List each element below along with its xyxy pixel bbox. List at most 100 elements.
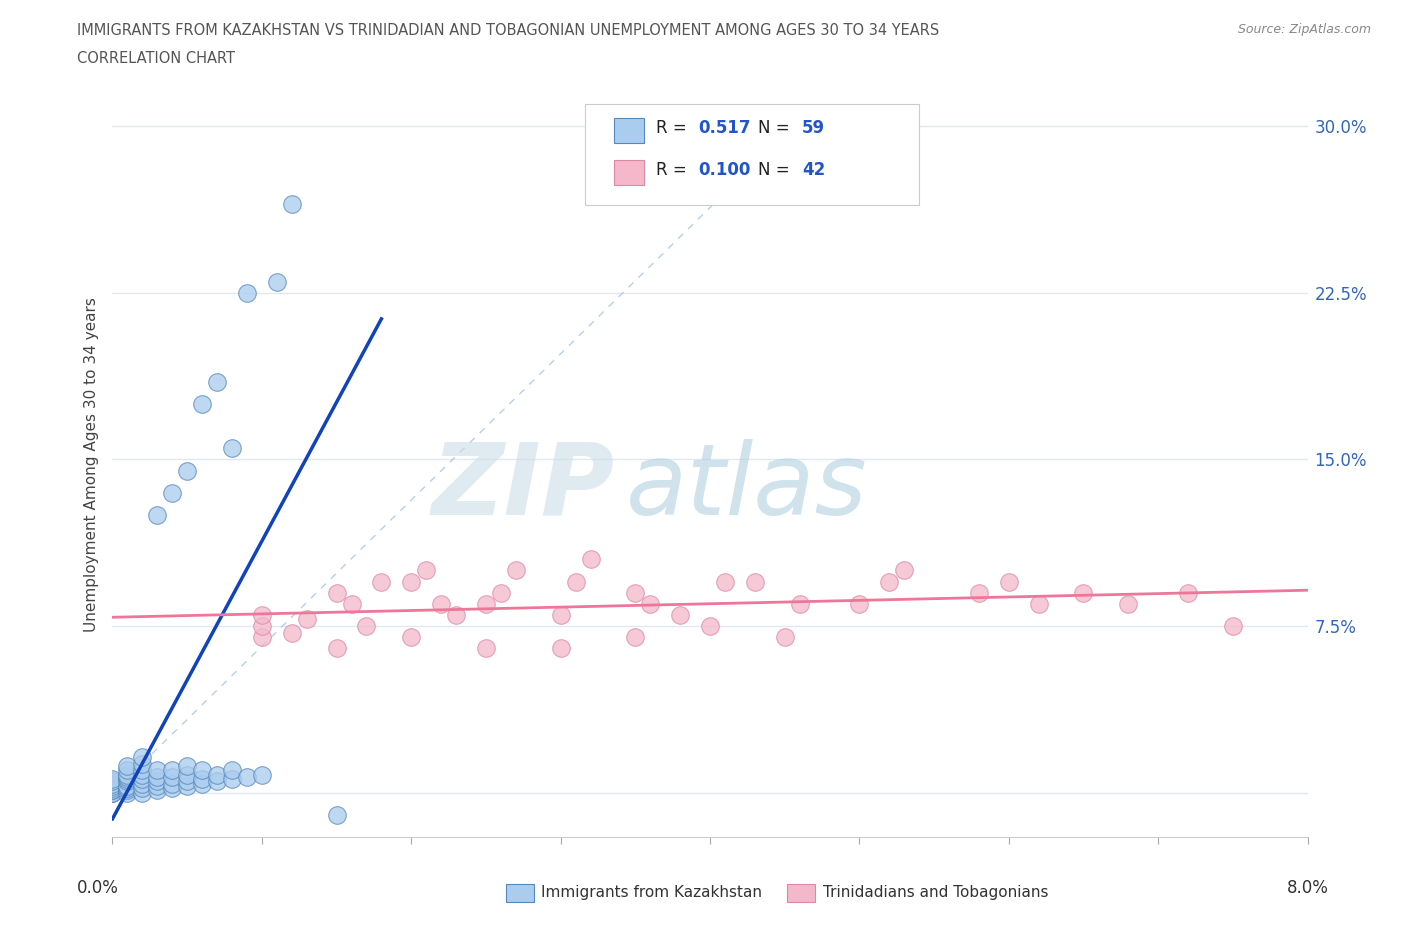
Text: ZIP: ZIP — [432, 439, 614, 536]
Point — [1222, 618, 1244, 633]
Point — [101, 777, 124, 791]
Point — [295, 612, 318, 627]
Point — [131, 777, 153, 791]
Point — [117, 763, 139, 777]
Point — [101, 772, 124, 787]
Point — [176, 767, 198, 782]
Point — [131, 767, 153, 782]
Point — [325, 807, 347, 822]
Point — [117, 767, 139, 782]
Point — [146, 508, 169, 523]
Point — [146, 778, 169, 793]
Point — [221, 441, 243, 456]
Point — [162, 485, 183, 500]
Point — [401, 574, 423, 589]
Point — [131, 772, 153, 787]
Text: atlas: atlas — [627, 439, 868, 536]
Point — [117, 770, 139, 785]
Point — [205, 767, 228, 782]
Point — [250, 630, 273, 644]
Point — [101, 780, 124, 795]
Bar — [614, 118, 644, 143]
Text: 0.100: 0.100 — [699, 161, 751, 179]
Text: R =: R = — [657, 119, 692, 137]
Point — [131, 756, 153, 771]
Point — [789, 596, 811, 611]
Point — [117, 780, 139, 795]
Point — [162, 780, 183, 795]
Point — [848, 596, 870, 611]
Point — [250, 767, 273, 782]
FancyBboxPatch shape — [585, 104, 920, 205]
Point — [131, 785, 153, 800]
Point — [176, 774, 198, 789]
Text: R =: R = — [657, 161, 692, 179]
Point — [146, 763, 169, 777]
Point — [236, 770, 259, 785]
Point — [146, 783, 169, 798]
Point — [744, 574, 766, 589]
Point — [117, 774, 139, 789]
Point — [1177, 585, 1199, 600]
Point — [475, 596, 498, 611]
Point — [191, 763, 214, 777]
Text: Trinidadians and Tobagonians: Trinidadians and Tobagonians — [823, 885, 1047, 900]
Point — [146, 774, 169, 789]
Text: N =: N = — [758, 119, 794, 137]
Point — [624, 630, 647, 644]
Bar — [614, 160, 644, 184]
Point — [131, 763, 153, 777]
Point — [101, 785, 124, 800]
Point — [340, 596, 363, 611]
Text: 0.517: 0.517 — [699, 119, 751, 137]
Point — [967, 585, 990, 600]
Text: CORRELATION CHART: CORRELATION CHART — [77, 51, 235, 66]
Point — [162, 763, 183, 777]
Point — [221, 772, 243, 787]
Point — [101, 774, 124, 789]
Point — [176, 463, 198, 478]
Text: 8.0%: 8.0% — [1286, 879, 1329, 897]
Point — [131, 750, 153, 764]
Text: 0.0%: 0.0% — [77, 879, 120, 897]
Y-axis label: Unemployment Among Ages 30 to 34 years: Unemployment Among Ages 30 to 34 years — [84, 298, 100, 632]
Point — [998, 574, 1021, 589]
Point — [564, 574, 586, 589]
Point — [191, 777, 214, 791]
Point — [444, 607, 467, 622]
Point — [356, 618, 378, 633]
Point — [266, 274, 288, 289]
Point — [221, 763, 243, 777]
Point — [699, 618, 721, 633]
Point — [117, 759, 139, 774]
Point — [162, 770, 183, 785]
Point — [714, 574, 737, 589]
Text: 59: 59 — [801, 119, 825, 137]
Point — [117, 783, 139, 798]
Point — [146, 770, 169, 785]
Point — [250, 607, 273, 622]
Point — [489, 585, 512, 600]
Point — [640, 596, 662, 611]
Point — [281, 196, 304, 211]
Point — [1028, 596, 1050, 611]
Text: Immigrants from Kazakhstan: Immigrants from Kazakhstan — [541, 885, 762, 900]
Point — [281, 625, 304, 640]
Text: Source: ZipAtlas.com: Source: ZipAtlas.com — [1237, 23, 1371, 36]
Point — [1118, 596, 1140, 611]
Point — [131, 780, 153, 795]
Point — [475, 641, 498, 656]
Point — [579, 551, 602, 566]
Point — [1073, 585, 1095, 600]
Point — [101, 783, 124, 798]
Point — [191, 396, 214, 411]
Point — [205, 374, 228, 389]
Point — [325, 585, 347, 600]
Point — [773, 630, 796, 644]
Point — [191, 772, 214, 787]
Point — [401, 630, 423, 644]
Point — [669, 607, 692, 622]
Point — [117, 778, 139, 793]
Point — [176, 778, 198, 793]
Point — [176, 759, 198, 774]
